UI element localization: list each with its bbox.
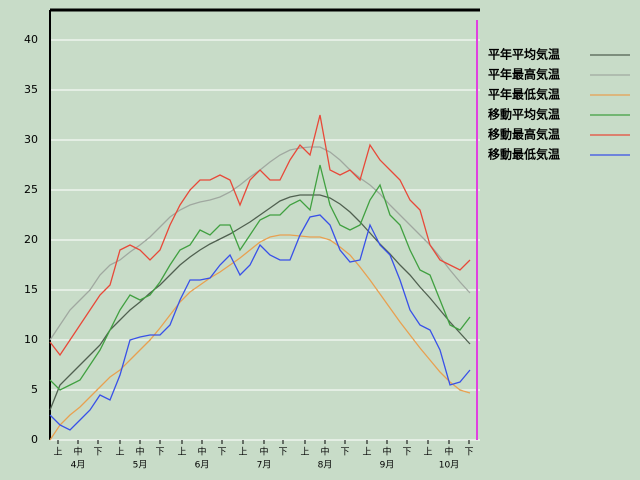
legend-label: 移動最低気温 — [488, 147, 560, 162]
x-tick-label: 上 — [300, 447, 309, 458]
series-line — [49, 194, 471, 411]
x-tick-label: 下 — [340, 448, 349, 458]
x-tick-label: 中 — [320, 446, 329, 458]
x-tick-label: 中 — [197, 446, 206, 458]
y-tick-label: 20 — [24, 233, 38, 246]
x-tick-label: 上 — [53, 447, 62, 458]
month-label: 5月 — [133, 460, 148, 471]
month-label: 9月 — [380, 460, 395, 471]
y-tick-label: 0 — [31, 433, 38, 446]
x-tick-label: 上 — [238, 447, 247, 458]
legend-label: 平年最低気温 — [488, 87, 560, 102]
x-tick-label: 中 — [259, 446, 268, 458]
y-tick-label: 40 — [24, 33, 38, 46]
legend-label: 移動最高気温 — [488, 127, 560, 142]
y-tick-label: 5 — [31, 383, 38, 396]
x-tick-label: 下 — [402, 448, 411, 458]
y-tick-label: 35 — [24, 83, 38, 96]
series-line — [49, 114, 471, 357]
y-tick-label: 30 — [24, 133, 38, 146]
x-tick-label: 上 — [115, 447, 124, 458]
legend-label: 平年平均気温 — [488, 47, 560, 62]
series-line — [49, 164, 471, 391]
series-line — [49, 234, 471, 441]
x-tick-label: 中 — [444, 446, 453, 458]
x-tick-label: 下 — [217, 448, 226, 458]
month-label: 4月 — [71, 460, 86, 471]
legend-label: 平年最高気温 — [488, 67, 560, 82]
x-tick-label: 下 — [278, 448, 287, 458]
x-tick-label: 下 — [93, 448, 102, 458]
legend-label: 移動平均気温 — [488, 107, 560, 122]
y-tick-label: 15 — [24, 283, 38, 296]
month-label: 6月 — [195, 460, 210, 471]
x-tick-label: 下 — [464, 448, 473, 458]
x-tick-label: 中 — [73, 446, 82, 458]
month-label: 7月 — [257, 460, 272, 471]
x-tick-label: 上 — [423, 447, 432, 458]
series-line — [49, 214, 471, 431]
x-tick-label: 下 — [155, 448, 164, 458]
y-tick-label: 25 — [24, 183, 38, 196]
x-tick-label: 中 — [382, 446, 391, 458]
month-label: 8月 — [318, 460, 333, 471]
x-tick-label: 中 — [135, 446, 144, 458]
month-label: 10月 — [439, 460, 459, 471]
x-tick-label: 上 — [177, 447, 186, 458]
y-tick-label: 10 — [24, 333, 38, 346]
x-tick-label: 上 — [362, 447, 371, 458]
